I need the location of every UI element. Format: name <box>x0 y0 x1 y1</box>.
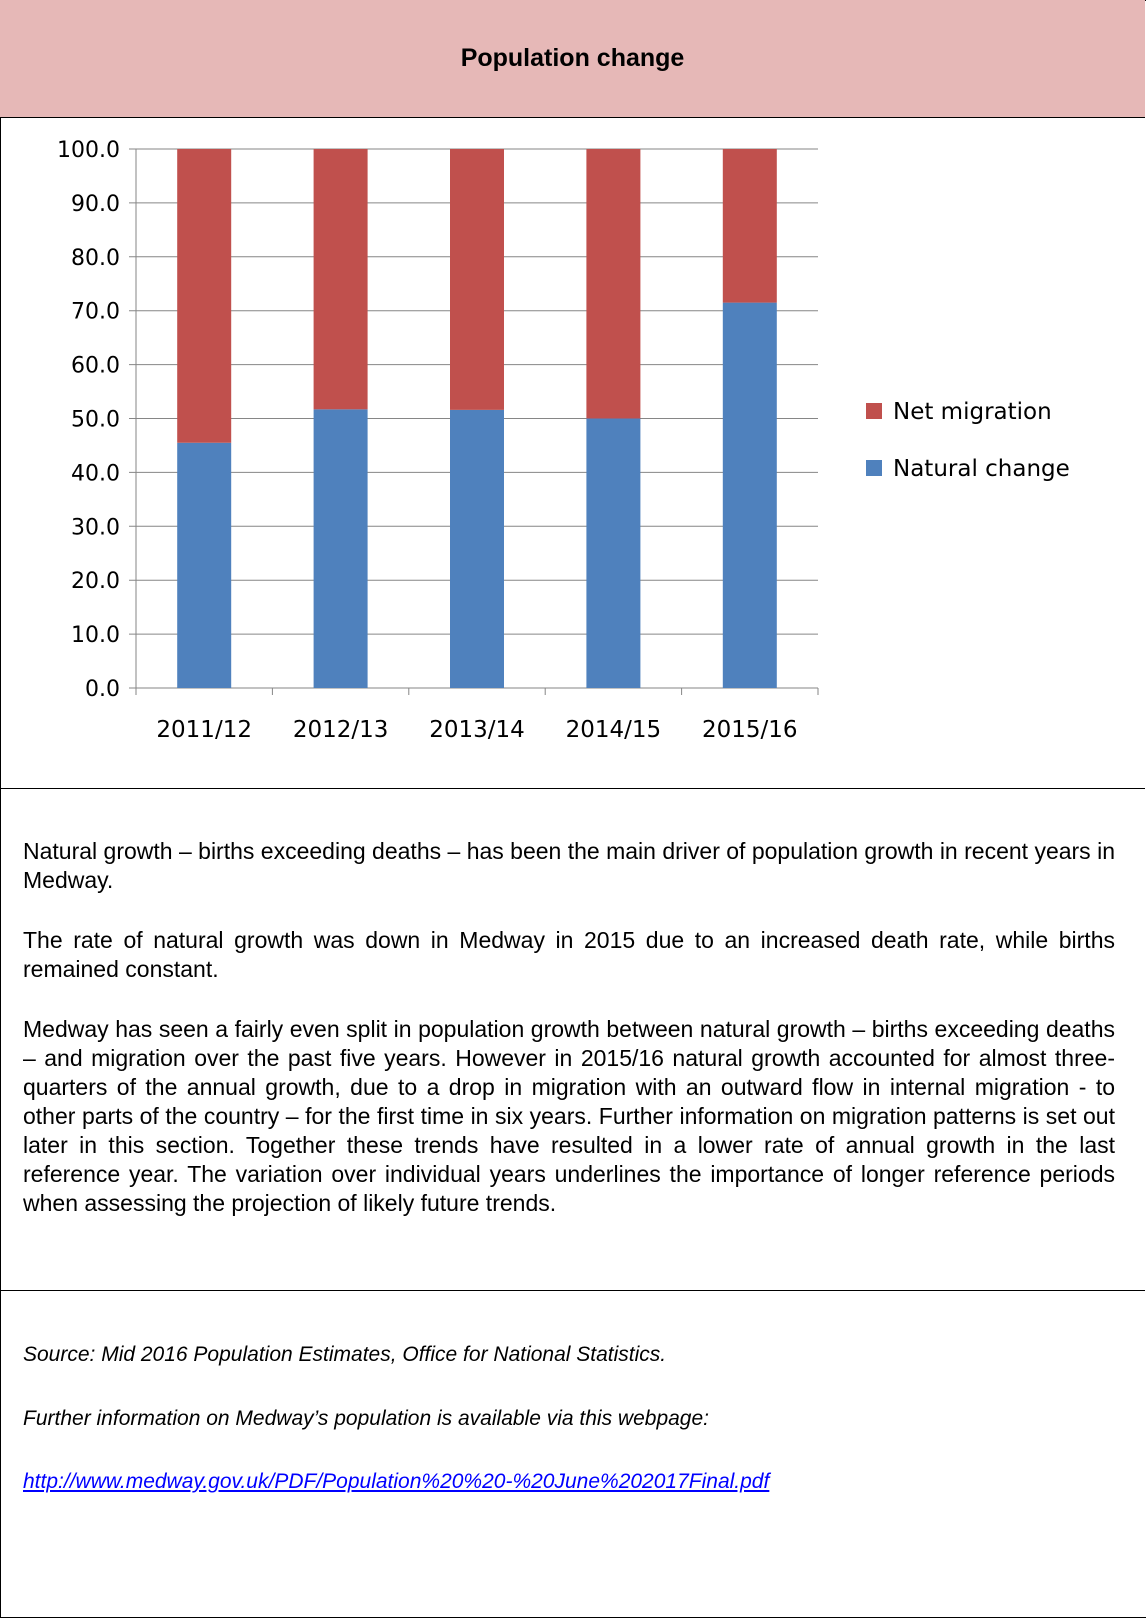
x-tick-label: 2011/12 <box>156 717 252 743</box>
y-tick-label: 50.0 <box>71 408 120 433</box>
x-tick-label: 2012/13 <box>293 717 389 743</box>
y-tick-label: 10.0 <box>71 623 120 648</box>
legend-swatch <box>866 460 882 476</box>
y-tick-label: 30.0 <box>71 515 120 540</box>
legend-label: Natural change <box>893 456 1070 482</box>
text-section: Natural growth – births exceeding deaths… <box>0 790 1145 1291</box>
y-tick-label: 60.0 <box>71 354 120 379</box>
bar-net-migration <box>586 149 641 419</box>
title-band: Population change <box>0 0 1145 118</box>
paragraph-3: Medway has seen a fairly even split in p… <box>23 1016 1115 1216</box>
x-tick-label: 2015/16 <box>702 717 798 743</box>
legend-label: Net migration <box>893 399 1052 425</box>
y-tick-label: 40.0 <box>71 461 120 486</box>
y-tick-label: 70.0 <box>71 300 120 325</box>
bar-net-migration <box>177 149 232 443</box>
bar-natural-change <box>177 442 232 688</box>
source-section: Source: Mid 2016 Population Estimates, O… <box>0 1292 1145 1616</box>
y-tick-label: 0.0 <box>85 677 120 702</box>
bar-net-migration <box>313 149 368 410</box>
y-tick-label: 80.0 <box>71 246 120 271</box>
chart-section: 0.0 10.0 20.0 30.0 40.0 50.0 60.0 70.0 80.0 90.0 1… <box>0 118 1145 789</box>
bar-net-migration <box>450 149 504 410</box>
population-change-chart: 0.0 10.0 20.0 30.0 40.0 50.0 60.0 70.0 80.0 90.0 1… <box>57 138 1070 743</box>
population-report-link[interactable]: http://www.medway.gov.uk/PDF/Population%… <box>23 1470 770 1493</box>
x-tick-label: 2013/14 <box>429 717 525 743</box>
x-tick-label: 2014/15 <box>566 717 662 743</box>
bar-natural-change <box>313 409 368 688</box>
y-tick-label: 20.0 <box>71 569 120 594</box>
bar-net-migration <box>722 149 777 303</box>
legend-swatch <box>866 403 882 419</box>
further-info-text: Further information on Medway’s populati… <box>23 1407 709 1430</box>
bar-natural-change <box>586 418 641 688</box>
y-tick-label: 90.0 <box>71 192 120 217</box>
bar-natural-change <box>722 302 777 688</box>
bar-natural-change <box>450 409 504 688</box>
page-title: Population change <box>460 44 685 72</box>
y-tick-label: 100.0 <box>57 138 120 163</box>
source-citation: Source: Mid 2016 Population Estimates, O… <box>23 1343 667 1366</box>
paragraph-2: The rate of natural growth was down in M… <box>23 927 1115 982</box>
paragraph-1: Natural growth – births exceeding deaths… <box>23 838 1115 893</box>
